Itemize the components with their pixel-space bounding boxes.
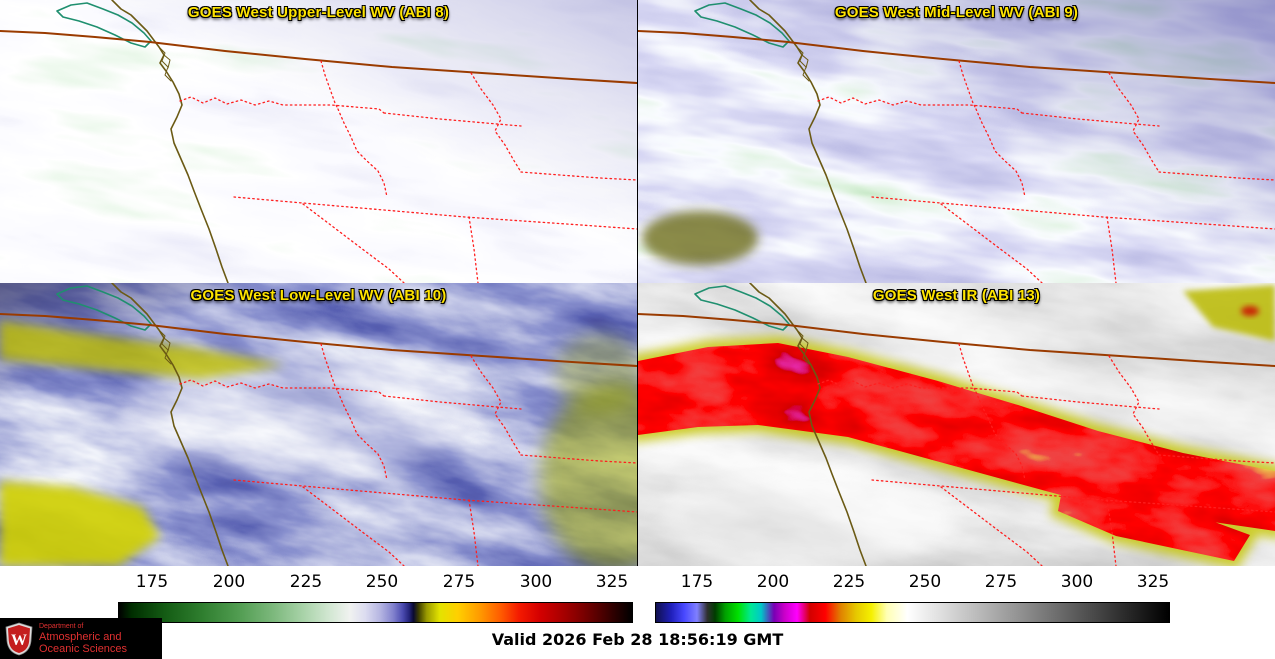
ir-tick-label: 200 bbox=[756, 572, 790, 592]
satellite-image-abi10 bbox=[0, 283, 637, 566]
satellite-image-abi9 bbox=[638, 0, 1275, 283]
valid-time-label: Valid 2026 Feb 28 18:56:19 GMT bbox=[491, 630, 784, 649]
ir-tick-label: 325 bbox=[1136, 572, 1170, 592]
logo-line1: Atmospheric and bbox=[39, 630, 122, 643]
satellite-image-abi13 bbox=[638, 283, 1275, 566]
panel-ir[interactable]: GOES West IR (ABI 13) bbox=[638, 283, 1275, 566]
wv-tick-label: 275 bbox=[442, 572, 476, 592]
ir-tick-label: 175 bbox=[680, 572, 714, 592]
logo-dept-label: Department of bbox=[39, 622, 84, 630]
wv-tick-label: 200 bbox=[212, 572, 246, 592]
satellite-grid: GOES West Upper-Level WV (ABI 8) GOES We… bbox=[0, 0, 1275, 566]
satellite-image-abi8 bbox=[0, 0, 637, 283]
ir-tick-label: 275 bbox=[984, 572, 1018, 592]
wv-tick-label: 175 bbox=[135, 572, 169, 592]
wv-tick-label: 225 bbox=[289, 572, 323, 592]
legend-area: 175 200 225 250 275 300 325 175 200 225 … bbox=[0, 566, 1275, 659]
colorbar-ir bbox=[655, 602, 1170, 623]
wv-tick-label: 325 bbox=[595, 572, 629, 592]
wv-tick-label: 300 bbox=[519, 572, 553, 592]
colorbar-wv bbox=[118, 602, 633, 623]
panel-upper-level-wv[interactable]: GOES West Upper-Level WV (ABI 8) bbox=[0, 0, 637, 283]
ir-tick-label: 225 bbox=[832, 572, 866, 592]
logo-line2: Oceanic Sciences bbox=[39, 642, 128, 655]
crest-letter: W bbox=[11, 632, 27, 649]
uw-crest-shield-icon: W bbox=[5, 622, 33, 655]
panel-low-level-wv[interactable]: GOES West Low-Level WV (ABI 10) bbox=[0, 283, 637, 566]
uw-aos-logo: W Department of Atmospheric and Oceanic … bbox=[0, 618, 162, 659]
ir-tick-label: 300 bbox=[1060, 572, 1094, 592]
wv-tick-label: 250 bbox=[365, 572, 399, 592]
ir-tick-label: 250 bbox=[908, 572, 942, 592]
panel-mid-level-wv[interactable]: GOES West Mid-Level WV (ABI 9) bbox=[638, 0, 1275, 283]
